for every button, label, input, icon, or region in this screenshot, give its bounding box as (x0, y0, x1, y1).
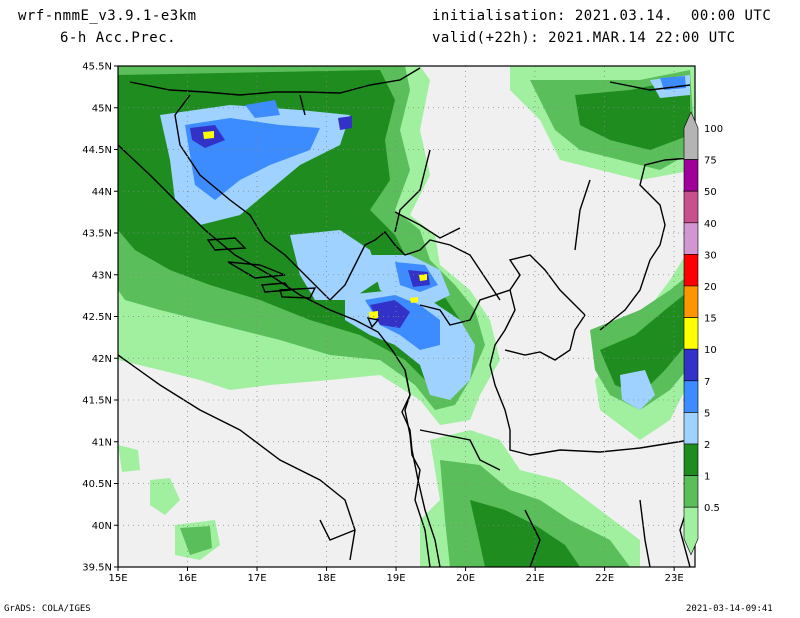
legend-label: 20 (704, 282, 717, 293)
lon-label: 22E (595, 573, 614, 584)
footer-timestamp: 2021-03-14-09:41 (686, 604, 773, 614)
legend-label: 75 (704, 156, 717, 167)
legend-swatch (683, 159, 699, 192)
lat-label: 42N (92, 354, 112, 365)
legend-swatch (683, 443, 699, 476)
lon-label: 19E (387, 573, 406, 584)
footer-credit: GrADS: COLA/IGES (4, 604, 91, 614)
lon-label: 16E (178, 573, 197, 584)
legend-swatch (683, 222, 699, 255)
lat-label: 40.5N (82, 479, 112, 490)
valid-time: valid(+22h): 2021.MAR.14 22:00 UTC (432, 30, 736, 46)
legend-label: 2 (704, 440, 710, 451)
legend-swatch (683, 285, 699, 318)
legend-label: 30 (704, 250, 717, 261)
legend-swatch (683, 348, 699, 382)
lat-label: 45N (92, 103, 112, 114)
init-time: initialisation: 2021.03.14. 00:00 UTC (432, 8, 772, 24)
legend-label: 7 (704, 377, 710, 388)
graticule (118, 66, 695, 567)
legend-swatch (683, 317, 699, 350)
legend-label: 0.5 (704, 503, 720, 514)
lat-label: 41N (92, 437, 112, 448)
legend-swatch (683, 380, 699, 413)
legend-label: 1 (704, 472, 710, 483)
legend-label: 40 (704, 219, 717, 230)
field-title: 6-h Acc.Prec. (60, 30, 177, 46)
lat-label: 43N (92, 270, 112, 281)
legend-swatch (683, 475, 699, 508)
latitude-labels: 45.5N 45N 44.5N 44N 43.5N 43N 42.5N 42N 41.5N 41N… (82, 62, 118, 574)
lon-label: 17E (248, 573, 267, 584)
lat-label: 40N (92, 521, 112, 532)
lat-label: 41.5N (82, 396, 112, 407)
model-title: wrf-nmmE_v3.9.1-e3km (18, 8, 197, 24)
legend-swatch (683, 254, 699, 287)
map-plot-area (118, 66, 695, 567)
precip-15mm (203, 131, 427, 319)
legend-label: 5 (704, 408, 710, 419)
lon-label: 18E (317, 573, 336, 584)
legend-swatch (683, 506, 699, 556)
lat-label: 39.5N (82, 563, 112, 574)
legend-label: 15 (704, 314, 717, 325)
lon-label: 15E (108, 573, 127, 584)
lat-label: 42.5N (82, 312, 112, 323)
legend-swatch (683, 190, 699, 224)
legend-label: 100 (704, 124, 723, 135)
legend-label: 50 (704, 187, 717, 198)
lon-label: 23E (665, 573, 684, 584)
lat-label: 43.5N (82, 229, 112, 240)
lat-label: 44N (92, 187, 112, 198)
lon-label: 21E (526, 573, 545, 584)
longitude-labels: 15E 16E 17E 18E 19E 20E 21E 22E 23E (108, 567, 684, 584)
legend-swatch (683, 412, 699, 445)
lat-label: 44.5N (82, 145, 112, 156)
legend-label: 10 (704, 345, 717, 356)
lat-label: 45.5N (82, 62, 112, 73)
lon-label: 20E (456, 573, 475, 584)
